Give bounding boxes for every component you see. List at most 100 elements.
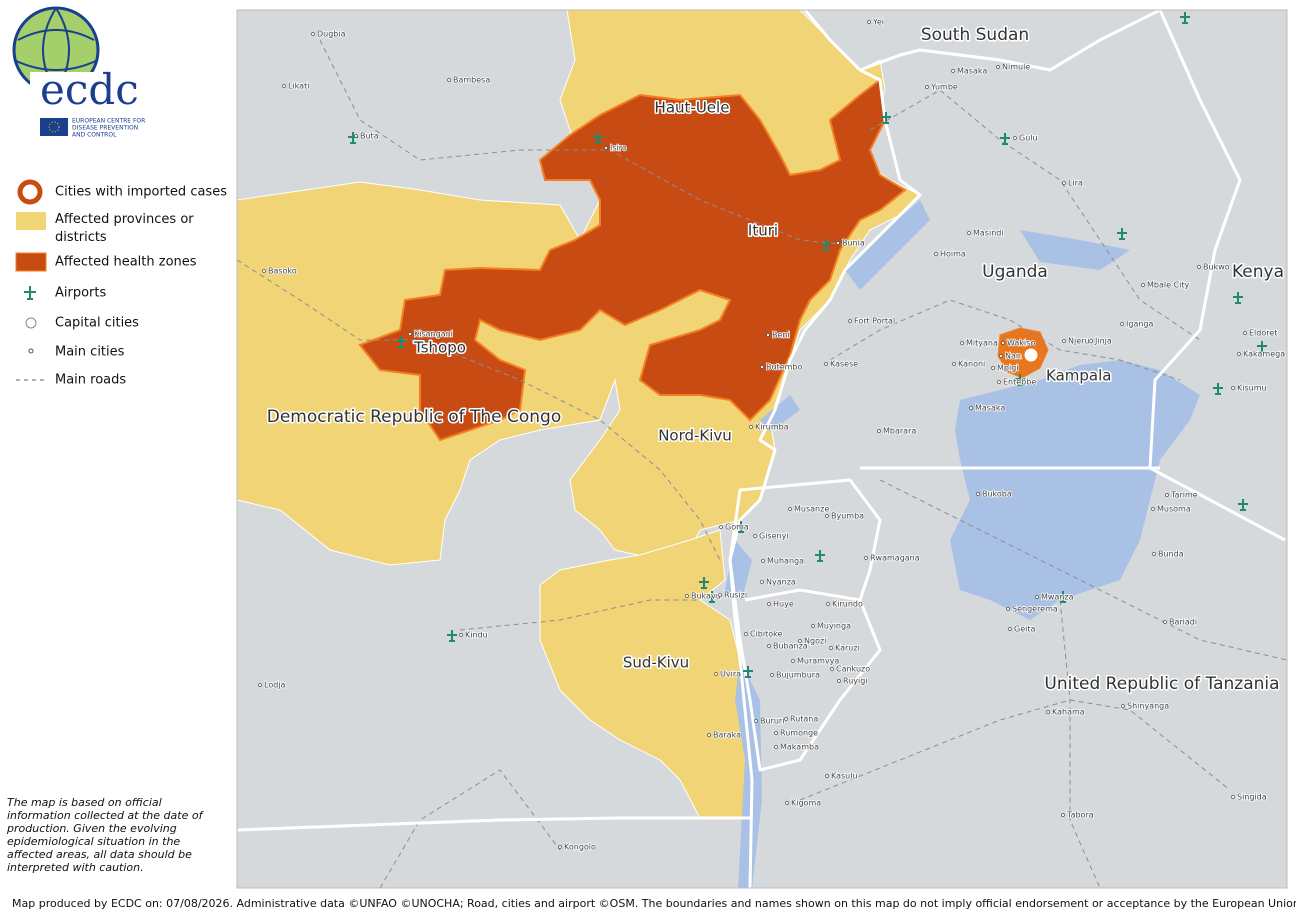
city-dot xyxy=(744,632,748,636)
city-label: Mpigi xyxy=(997,364,1019,373)
city-dot xyxy=(1231,386,1235,390)
city-label: Eldoret xyxy=(1249,329,1277,338)
city-dot xyxy=(960,341,964,345)
city-dot xyxy=(754,719,758,723)
city-label: Sengerema xyxy=(1012,605,1058,614)
city-label: Masaka xyxy=(975,404,1005,413)
city-dot xyxy=(459,633,463,637)
city-dot xyxy=(1231,795,1235,799)
city-dot xyxy=(836,241,840,245)
city-dot xyxy=(934,252,938,256)
city-dot xyxy=(1163,620,1167,624)
city-label: Musoma xyxy=(1157,505,1191,514)
city-dot xyxy=(991,366,995,370)
city-dot xyxy=(824,362,828,366)
city-label: Buta xyxy=(360,132,379,141)
city-label: Shinyanga xyxy=(1127,702,1169,711)
legend-label: Capital cities xyxy=(55,316,139,331)
legend-label: Main roads xyxy=(55,373,126,388)
imported-case-city xyxy=(1021,345,1041,365)
borders xyxy=(237,10,1286,888)
city-dot xyxy=(760,580,764,584)
map-layers: Dugbia Bambesa Likati Buta Isiro Basoko Kisang… xyxy=(237,10,1287,888)
city-dot xyxy=(952,362,956,366)
city-label: Muyinga xyxy=(817,622,851,631)
city-label: Bujumbura xyxy=(776,671,820,680)
city-dot xyxy=(262,269,266,273)
legend-symbol xyxy=(15,252,47,272)
city-label: Kirumba xyxy=(755,423,789,432)
city-dot xyxy=(1046,710,1050,714)
city-label: Bambesa xyxy=(453,76,490,85)
legend-label: Cities with imported cases xyxy=(55,185,227,200)
airport xyxy=(1233,292,1243,304)
city-dot xyxy=(1165,493,1169,497)
city-dot xyxy=(1237,352,1241,356)
city-label: Wakiso xyxy=(1007,339,1035,348)
city-dot xyxy=(877,429,881,433)
city-dot xyxy=(311,32,315,36)
city-label: Bururi xyxy=(760,717,784,726)
airport xyxy=(1000,133,1010,145)
eu-flag xyxy=(40,118,68,136)
city-label: Mbale City xyxy=(1147,281,1190,290)
city-dot xyxy=(1008,627,1012,631)
city-label: Bunia xyxy=(842,239,865,248)
city-dot xyxy=(837,679,841,683)
logo-grid xyxy=(13,7,99,93)
airport xyxy=(593,132,603,144)
airport xyxy=(447,630,457,642)
airport xyxy=(821,239,831,251)
city-label: Kahama xyxy=(1052,708,1085,717)
city-dot xyxy=(811,624,815,628)
city-label: Isiro xyxy=(610,144,627,153)
city-dot xyxy=(354,134,358,138)
road xyxy=(319,39,851,246)
city-dot xyxy=(1141,283,1145,287)
city-dot xyxy=(848,319,852,323)
city-label: Rutana xyxy=(790,715,818,724)
province-label: Tshopo xyxy=(413,339,466,357)
city-label: Jinja xyxy=(1094,337,1112,346)
city-dot xyxy=(753,534,757,538)
city-dot xyxy=(1013,136,1017,140)
city-dot xyxy=(767,602,771,606)
city-label: Kindu xyxy=(465,631,488,640)
city-label: Makamba xyxy=(780,743,819,752)
city-dot xyxy=(969,406,973,410)
legend-symbol xyxy=(16,212,46,230)
city-dot xyxy=(718,593,722,597)
city-label: Geita xyxy=(1014,625,1035,634)
road xyxy=(879,479,1287,661)
map-frame xyxy=(236,9,1288,889)
province-label: Sud-Kivu xyxy=(623,654,689,672)
airport xyxy=(815,550,825,562)
city-label: Nyanza xyxy=(766,578,796,587)
road xyxy=(829,299,1181,381)
capital-label: Kampala xyxy=(1046,367,1111,385)
city-dot xyxy=(770,673,774,677)
road xyxy=(799,699,1231,801)
city-label: Kongolo xyxy=(564,843,596,852)
country-label: Kenya xyxy=(1232,262,1284,282)
city-label: Dugbia xyxy=(317,30,346,39)
lake xyxy=(735,660,762,888)
city-label: Bariadi xyxy=(1169,618,1197,627)
city-label: Tarime xyxy=(1170,491,1198,500)
city-label: Gisenyi xyxy=(759,532,789,541)
city-label: Masaka xyxy=(957,67,987,76)
city-label: Tabora xyxy=(1066,811,1094,820)
city-dot xyxy=(996,65,1000,69)
city-label: Fort Portal xyxy=(854,317,895,326)
city-dot xyxy=(976,492,980,496)
airport xyxy=(699,577,709,589)
airport xyxy=(707,591,717,603)
city-label: Cibitoke xyxy=(750,630,782,639)
city-label: Karuzi xyxy=(835,644,860,653)
road xyxy=(237,259,721,561)
city-dot xyxy=(867,20,871,24)
city-dot xyxy=(766,333,770,337)
airport xyxy=(1117,228,1127,240)
city-label: Hoima xyxy=(940,250,966,259)
